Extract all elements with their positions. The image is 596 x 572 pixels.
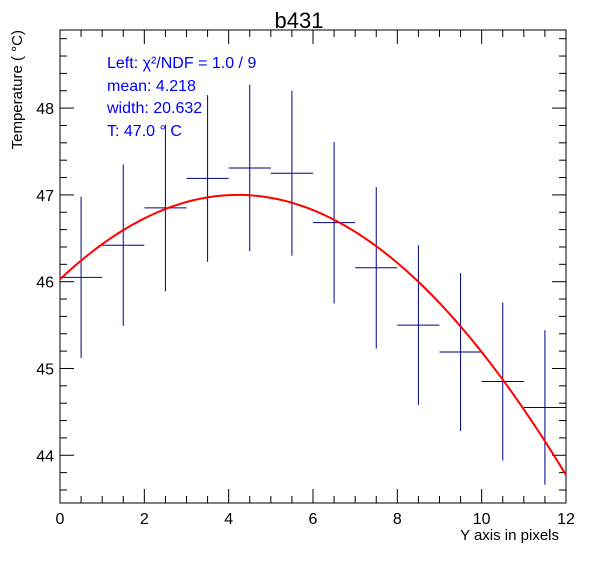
data-point <box>397 245 440 405</box>
y-axis-ticks <box>60 38 566 491</box>
data-point <box>228 84 271 252</box>
fit-stats-box: Left: χ²/NDF = 1.0 / 9 mean: 4.218 width… <box>106 55 256 140</box>
x-tick-label: 6 <box>309 511 318 528</box>
y-tick-label: 48 <box>36 101 54 118</box>
data-point <box>144 124 187 292</box>
data-points <box>60 84 566 485</box>
data-point <box>313 141 356 304</box>
x-axis-ticks <box>59 30 567 503</box>
x-tick-label: 0 <box>56 511 65 528</box>
stats-line-chi2: Left: χ²/NDF = 1.0 / 9 <box>107 55 256 72</box>
x-tick-label: 10 <box>473 511 491 528</box>
x-axis-title: Y axis in pixels <box>460 527 559 544</box>
y-axis-tick-labels: 44 45 46 47 48 <box>36 101 54 465</box>
data-point <box>270 90 313 256</box>
data-point <box>60 196 103 359</box>
stats-line-temperature: T: 47.0 ° C <box>107 123 182 140</box>
fit-curve <box>59 193 567 476</box>
y-tick-label: 45 <box>36 361 54 378</box>
x-tick-label: 4 <box>224 511 233 528</box>
data-point <box>523 330 566 485</box>
data-point <box>355 187 398 349</box>
y-axis-title: Temperature ( °C) <box>9 30 26 149</box>
data-point <box>186 95 229 262</box>
y-tick-label: 44 <box>36 448 54 465</box>
stats-line-mean: mean: 4.218 <box>107 78 196 95</box>
x-tick-label: 8 <box>393 511 402 528</box>
y-tick-label: 47 <box>36 188 54 205</box>
x-tick-label: 12 <box>557 511 575 528</box>
data-point <box>439 273 482 431</box>
data-point <box>102 164 145 326</box>
x-axis-tick-labels: 0 2 4 6 8 10 12 <box>56 511 575 528</box>
data-point <box>481 302 524 461</box>
x-tick-label: 2 <box>140 511 149 528</box>
stats-line-width: width: 20.632 <box>106 100 202 117</box>
chart-title: b431 <box>275 8 324 33</box>
y-tick-label: 46 <box>36 275 54 292</box>
